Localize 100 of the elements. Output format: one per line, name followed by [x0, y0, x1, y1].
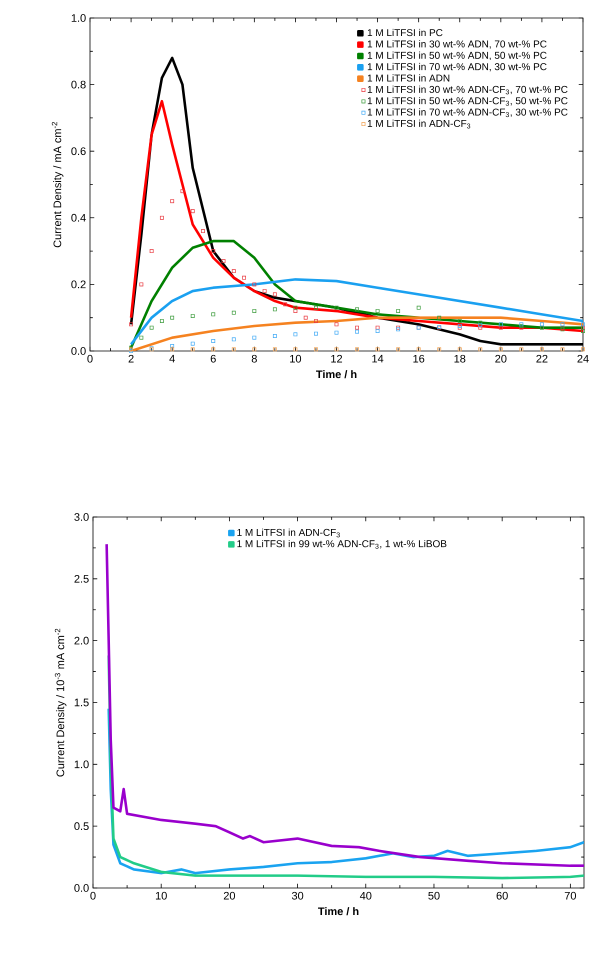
y-tick-label: 1.0	[72, 14, 86, 22]
legend-label: 1 M LiTFSI in 50 wt-% ADN-CF$_{3}$, 50 wt-% PC	[368, 96, 568, 106]
x-tick-label: 24	[577, 354, 589, 362]
point	[396, 347, 400, 352]
legend-label: 1 M LiTFSI in 70 wt-% ADN-CF$_{3}$, 30 wt-% PC	[368, 108, 568, 118]
point	[232, 337, 236, 342]
x-tick-label: 0	[90, 892, 96, 900]
x-axis-title: Time / h	[316, 370, 356, 378]
y-tick-label: 3.0	[74, 513, 89, 521]
point	[190, 342, 195, 346]
point	[242, 276, 246, 280]
x-tick-label: 22	[536, 354, 548, 362]
point	[150, 326, 154, 330]
point	[304, 316, 308, 320]
point	[458, 347, 462, 352]
point	[129, 322, 134, 326]
x-tick-label: 30	[292, 892, 304, 900]
y-tick-label: 0.5	[74, 822, 89, 830]
point	[190, 314, 195, 318]
point	[160, 216, 164, 220]
point	[272, 292, 277, 296]
point	[437, 347, 442, 352]
point	[498, 326, 503, 330]
point	[478, 320, 482, 325]
point	[437, 316, 442, 320]
point	[376, 309, 380, 313]
point	[272, 307, 277, 312]
x-tick-label: 20	[495, 354, 506, 363]
x-tick-label: 2	[128, 354, 134, 362]
legend-label: 1 M LiTFSI in 50 wt-% ADN, 50 wt-% PC	[368, 52, 547, 60]
x-tick-label: 40	[360, 892, 372, 900]
x-axis-title: Time / h	[318, 907, 358, 916]
point	[355, 347, 359, 352]
point	[498, 347, 503, 352]
y-axis-title: Current Density / mA cm$^{-2}$	[52, 122, 64, 248]
y-tick-label: 1.0	[74, 760, 89, 768]
point	[519, 347, 524, 352]
point	[211, 347, 216, 352]
y-tick-label: 0.0	[74, 884, 89, 892]
y-tick-label: 2.0	[74, 636, 89, 645]
legend-label: 1 M LiTFSI in ADN-CF$_{3}$	[368, 120, 470, 128]
point	[376, 329, 380, 333]
point	[252, 336, 256, 340]
point	[170, 316, 174, 320]
point	[139, 282, 144, 286]
x-tick-label: 10	[156, 892, 167, 900]
point	[293, 347, 298, 352]
point	[540, 322, 544, 326]
x-tick-label: 6	[210, 354, 216, 363]
point	[170, 199, 174, 204]
point	[478, 347, 482, 352]
point	[160, 319, 164, 323]
point	[314, 319, 318, 323]
legend-label: 1 M LiTFSI in 99 wt-% ADN-CF$_{3}$, 1 wt-% LiBOB	[237, 540, 446, 549]
point	[262, 289, 267, 293]
point	[180, 189, 184, 194]
legend-label: 1 M LiTFSI in 30 wt-% ADN, 70 wt-% PC	[368, 40, 547, 49]
legend-label: 1 M LiTFSI in PC	[368, 28, 443, 36]
point	[581, 329, 585, 333]
point	[581, 347, 585, 352]
point	[314, 332, 318, 336]
x-tick-label: 60	[496, 892, 508, 900]
point	[232, 269, 236, 274]
x-tick-label: 16	[413, 354, 424, 363]
x-tick-label: 4	[169, 354, 175, 362]
point	[201, 229, 205, 234]
legend-label: 1 M LiTFSI in ADN	[368, 74, 450, 82]
point	[211, 339, 216, 343]
point	[190, 347, 195, 352]
point	[150, 249, 154, 254]
y-tick-label: 0.2	[71, 280, 86, 288]
point	[334, 306, 338, 310]
point	[581, 322, 585, 326]
point	[211, 312, 216, 316]
x-tick-label: 8	[252, 354, 257, 363]
point	[139, 336, 144, 340]
point	[376, 347, 380, 352]
point	[416, 306, 421, 310]
point	[355, 330, 359, 334]
x-tick-label: 50	[428, 892, 440, 900]
y-tick-label: 1.5	[74, 698, 89, 706]
point	[334, 330, 338, 335]
y-tick-label: 0.6	[71, 147, 86, 156]
point	[190, 209, 195, 214]
point	[560, 347, 564, 352]
y-tick-label: 0.0	[71, 347, 86, 355]
point	[232, 310, 236, 315]
point	[314, 347, 318, 352]
point	[560, 322, 564, 326]
point	[355, 326, 359, 330]
x-tick-label: 14	[372, 354, 384, 362]
point	[252, 309, 256, 313]
point	[478, 323, 482, 327]
y-tick-label: 0.8	[71, 80, 86, 88]
point	[272, 334, 277, 338]
legend-label: 1 M LiTFSI in ADN-CF$_{3}$	[237, 528, 340, 538]
point	[293, 306, 298, 310]
point	[232, 347, 236, 352]
y-axis-title: Current Density / 10$^{-3}$ mA cm$^{-2}$	[54, 628, 66, 777]
point	[222, 259, 226, 264]
